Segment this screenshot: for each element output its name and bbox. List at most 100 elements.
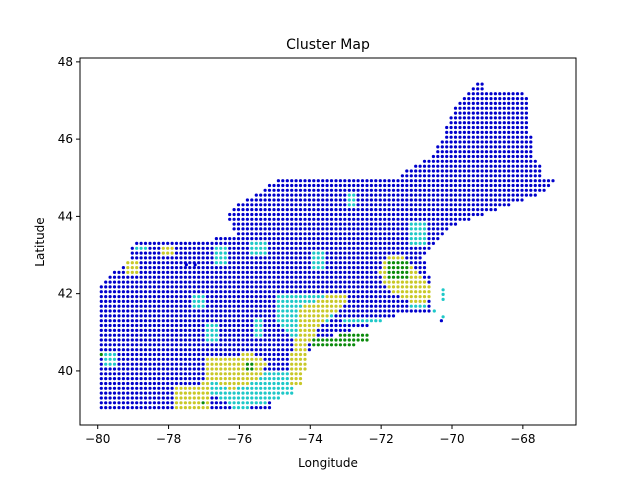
cluster-point-blue: [383, 232, 387, 236]
cluster-point-blue: [130, 401, 134, 405]
cluster-point-blue: [489, 116, 493, 120]
cluster-point-blue: [201, 377, 205, 381]
cluster-point-blue: [383, 188, 387, 192]
cluster-point-blue: [453, 208, 458, 212]
cluster-point-blue: [316, 222, 320, 226]
cluster-point-blue: [259, 193, 263, 197]
cluster-point-blue: [334, 237, 338, 241]
cluster-point-blue: [511, 121, 515, 125]
cluster-point-blue: [422, 183, 427, 188]
cluster-point-blue: [130, 406, 134, 410]
cluster-point-blue: [453, 193, 458, 197]
cluster-point-yellow: [307, 309, 311, 313]
cluster-point-blue: [188, 367, 192, 371]
cluster-point-blue: [276, 246, 280, 250]
cluster-point-yellow: [338, 299, 342, 303]
cluster-point-blue: [143, 396, 148, 400]
cluster-point-blue: [427, 241, 431, 245]
cluster-point-blue: [259, 256, 263, 260]
cluster-point-blue: [489, 208, 493, 212]
cluster-point-blue: [436, 174, 440, 178]
cluster-point-blue: [431, 169, 435, 173]
cluster-point-blue: [245, 275, 249, 279]
cluster-point-blue: [374, 241, 378, 245]
cluster-point-blue: [210, 309, 214, 313]
cluster-point-blue: [99, 314, 103, 318]
cluster-point-blue: [414, 174, 418, 178]
cluster-point-blue: [378, 212, 382, 217]
cluster-point-blue: [449, 183, 453, 188]
cluster-point-blue: [467, 159, 471, 163]
cluster-point-blue: [152, 256, 156, 260]
cluster-point-blue: [228, 217, 232, 221]
cluster-point-yellow: [325, 295, 329, 299]
cluster-point-blue: [360, 275, 365, 279]
cluster-point-blue: [533, 183, 537, 188]
cluster-point-blue: [276, 251, 280, 255]
cluster-point-blue: [143, 338, 148, 342]
cluster-point-blue: [148, 381, 152, 386]
cluster-point-blue: [157, 314, 161, 318]
cluster-point-blue: [285, 333, 289, 337]
cluster-point-blue: [498, 111, 502, 115]
cluster-point-yellow: [214, 372, 218, 376]
cluster-point-blue: [259, 227, 263, 231]
cluster-point-blue: [157, 304, 161, 308]
cluster-point-blue: [104, 343, 108, 347]
cluster-point-blue: [334, 183, 338, 188]
cluster-point-blue: [369, 280, 373, 284]
cluster-point-blue: [493, 140, 497, 144]
cluster-point-cyan: [321, 256, 325, 260]
cluster-point-blue: [307, 261, 311, 265]
cluster-point-yellow: [236, 362, 241, 366]
cluster-point-blue: [329, 232, 334, 236]
cluster-point-blue: [378, 266, 382, 270]
cluster-point-blue: [369, 222, 373, 226]
cluster-point-blue: [170, 256, 174, 260]
cluster-point-blue: [391, 188, 396, 192]
cluster-point-blue: [325, 246, 329, 250]
cluster-point-blue: [374, 188, 378, 192]
cluster-point-blue: [383, 241, 387, 245]
cluster-point-blue: [188, 309, 192, 313]
cluster-point-blue: [236, 290, 241, 294]
cluster-point-blue: [360, 290, 365, 294]
cluster-point-green: [352, 338, 356, 342]
cluster-point-blue: [245, 314, 249, 318]
cluster-point-blue: [321, 212, 325, 217]
cluster-point-blue: [148, 343, 152, 347]
cluster-point-blue: [431, 159, 435, 163]
cluster-point-blue: [422, 261, 427, 265]
cluster-point-blue: [422, 217, 427, 221]
cluster-point-blue: [493, 130, 497, 134]
cluster-point-blue: [197, 323, 201, 328]
cluster-point-blue: [409, 246, 413, 250]
cluster-point-blue: [236, 208, 241, 212]
cluster-point-blue: [192, 362, 196, 366]
cluster-point-blue: [285, 237, 289, 241]
cluster-point-cyan: [276, 372, 280, 376]
cluster-point-cyan: [214, 323, 218, 328]
cluster-point-blue: [152, 386, 156, 390]
cluster-point-blue: [272, 266, 276, 270]
cluster-point-cyan: [272, 396, 276, 400]
cluster-point-yellow: [174, 406, 179, 410]
cluster-point-blue: [334, 280, 338, 284]
cluster-point-blue: [112, 386, 117, 390]
cluster-point-blue: [143, 386, 148, 390]
cluster-point-yellow: [205, 377, 210, 381]
cluster-point-blue: [223, 280, 227, 284]
cluster-point-blue: [427, 217, 431, 221]
cluster-point-cyan: [294, 295, 298, 299]
cluster-point-blue: [338, 232, 342, 236]
cluster-point-blue: [493, 101, 497, 105]
cluster-point-yellow: [241, 357, 245, 361]
cluster-point-cyan: [219, 261, 223, 265]
cluster-point-blue: [228, 266, 232, 270]
cluster-point-blue: [117, 343, 121, 347]
cluster-point-blue: [343, 266, 347, 270]
cluster-point-yellow: [387, 280, 391, 284]
cluster-point-blue: [210, 396, 214, 400]
cluster-point-blue: [130, 343, 134, 347]
cluster-point-blue: [422, 266, 427, 270]
